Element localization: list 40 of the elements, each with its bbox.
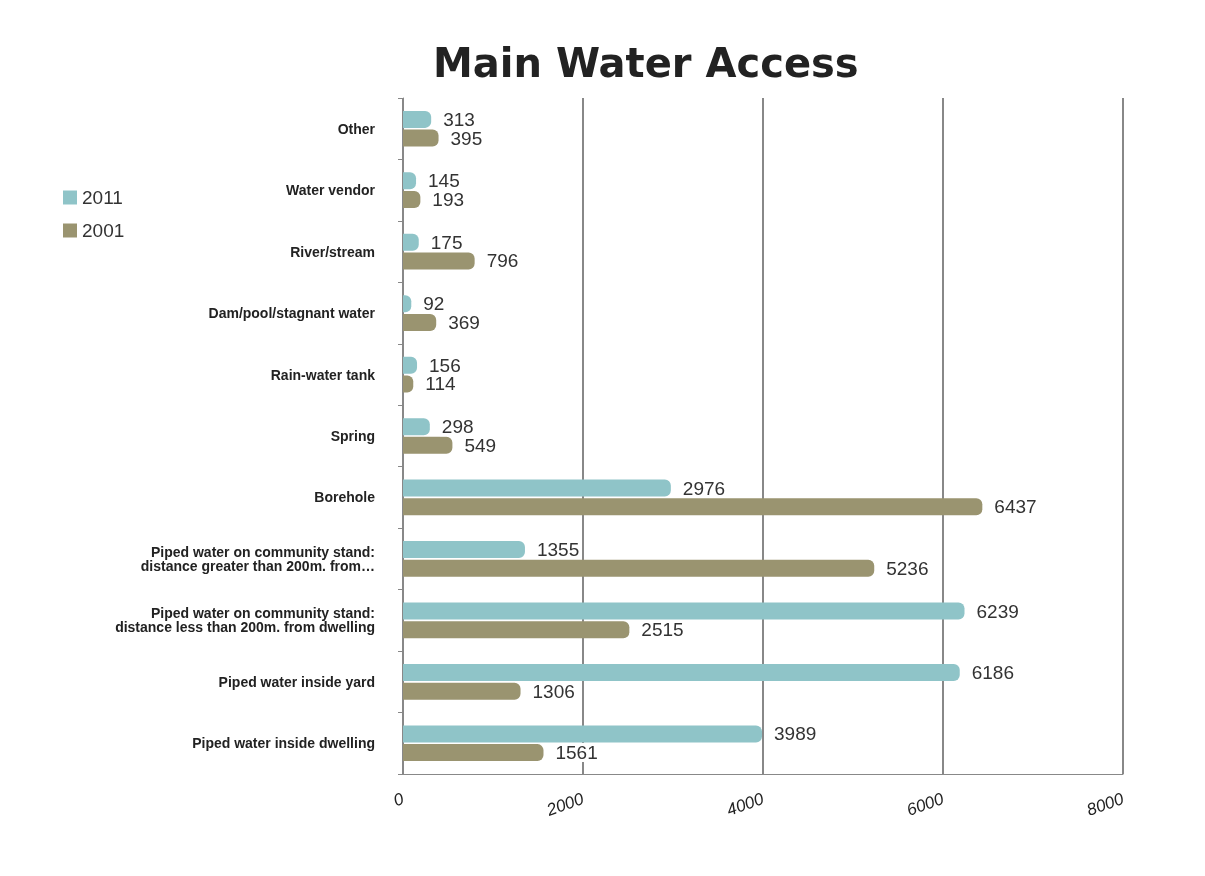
data-label: 2976	[682, 477, 726, 499]
data-label: 193	[432, 189, 465, 211]
x-tick-label: 8000	[1084, 788, 1127, 820]
y-tick-label: Piped water inside dwelling	[192, 735, 375, 752]
data-label: 1355	[536, 539, 580, 561]
data-label: 145	[428, 170, 460, 192]
data-label: 1561	[555, 742, 598, 764]
y-tick-label: Dam/pool/stagnant water	[208, 305, 376, 322]
data-label: 796	[486, 250, 519, 272]
data-label: 369	[448, 311, 480, 333]
data-label: 5236	[886, 557, 929, 579]
data-label: 1306	[532, 680, 575, 702]
y-tick-label: Rain-water tank	[270, 366, 376, 383]
x-tick-label: 4000	[724, 788, 767, 820]
data-label: 156	[429, 354, 461, 376]
x-tick-label: 0	[390, 788, 407, 811]
data-label: 395	[450, 127, 483, 149]
data-label: 175	[430, 231, 463, 253]
legend-label: 2001	[82, 220, 125, 241]
data-label: 2515	[641, 619, 684, 641]
y-tick-label: Other	[337, 120, 376, 137]
data-label: 6186	[971, 661, 1015, 683]
x-tick-label: 2000	[543, 788, 587, 821]
legend-label: 2011	[82, 187, 123, 208]
y-tick-label: Spring	[330, 428, 375, 444]
y-tick-label: Piped water inside yard	[218, 673, 375, 690]
y-tick-label: Piped water on community stand: distance greater than 200m. from…	[140, 543, 375, 574]
data-label: 6239	[976, 600, 1019, 622]
data-label: 298	[441, 416, 474, 438]
y-tick-label: Borehole	[314, 489, 376, 506]
y-tick-label: River/stream	[290, 243, 375, 260]
data-label: 313	[443, 108, 475, 130]
data-label: 114	[425, 373, 456, 395]
data-label: 92	[423, 293, 445, 315]
y-tick-label: Piped water on community stand: distance less than 200m. from dwelling	[115, 605, 375, 636]
chart-title: Main Water Access	[433, 40, 859, 86]
data-label: 6437	[994, 496, 1037, 518]
data-label: 3989	[774, 723, 817, 745]
x-tick-label: 6000	[904, 788, 947, 820]
y-tick-label: Water vendor	[286, 182, 376, 199]
